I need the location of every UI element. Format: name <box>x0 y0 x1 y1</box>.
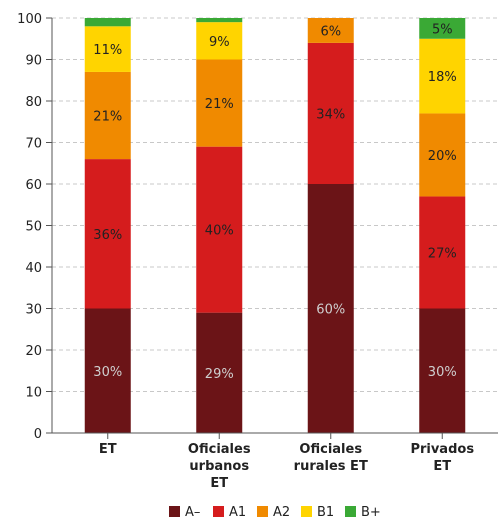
legend: A– A1 A2 B1 B+ <box>169 505 381 520</box>
bar-segment <box>196 59 243 147</box>
data-label: 18% <box>428 70 457 85</box>
data-label: 21% <box>205 97 234 112</box>
legend-label: A2 <box>273 505 290 520</box>
data-label: 30% <box>428 365 457 380</box>
x-tick-label: Oficiales <box>188 442 251 457</box>
bar-segment <box>84 71 131 160</box>
bar-segment <box>84 308 131 433</box>
y-tick-label: 50 <box>25 220 42 235</box>
data-label: 6% <box>320 24 341 39</box>
data-labels: 30% 36% 21% 11% 29% 40% 21% 9% 60% 34% 6% 30% 27% 20%… <box>93 22 456 381</box>
y-tick-label: 40 <box>25 261 42 276</box>
legend-swatch <box>345 506 356 517</box>
y-tick-label: 100 <box>17 12 42 27</box>
bar-segment <box>196 146 243 313</box>
data-label: 36% <box>93 228 122 243</box>
legend-swatch <box>257 506 268 517</box>
bar-segment <box>419 38 466 114</box>
axes: 0 10 20 30 40 50 60 70 80 90 100 ET Oficiales urbanos… <box>17 12 498 491</box>
bar-segment <box>419 308 466 433</box>
y-tick-label: 60 <box>25 178 42 193</box>
bar-segment <box>419 196 466 309</box>
legend-label: B+ <box>361 505 381 520</box>
y-tick-label: 90 <box>25 54 42 69</box>
y-tick-label: 10 <box>25 386 42 401</box>
data-label: 60% <box>316 303 345 318</box>
data-label: 40% <box>205 224 234 239</box>
data-label: 9% <box>209 35 230 50</box>
data-label: 11% <box>93 43 122 58</box>
data-label: 20% <box>428 149 457 164</box>
bar-segment <box>307 42 354 185</box>
bars <box>84 18 466 433</box>
legend-swatch <box>169 506 180 517</box>
y-tick-label: 70 <box>25 137 42 152</box>
bar-segment <box>84 26 131 72</box>
bar-segment <box>84 159 131 309</box>
data-label: 21% <box>93 110 122 125</box>
y-tick-label: 20 <box>25 344 42 359</box>
x-tick-label: ET <box>210 476 228 491</box>
bar-segment <box>307 18 354 43</box>
legend-swatch <box>213 506 224 517</box>
bar-segment <box>419 18 466 39</box>
bar-segment <box>196 312 243 433</box>
legend-label: B1 <box>317 505 334 520</box>
x-tick-label: Privados <box>410 442 474 457</box>
data-label: 29% <box>205 367 234 382</box>
x-tick-label: urbanos <box>189 459 249 474</box>
bar-segment <box>196 22 243 60</box>
bar-segment <box>196 18 243 23</box>
bar-segment <box>84 18 131 27</box>
y-tick-label: 80 <box>25 95 42 110</box>
x-tick-label: ET <box>99 442 117 457</box>
bar-segment <box>307 184 354 433</box>
legend-label: A1 <box>229 505 246 520</box>
y-tick-label: 30 <box>25 303 42 318</box>
y-tick-label: 0 <box>34 427 42 442</box>
x-tick-label: ET <box>433 459 451 474</box>
x-tick-label: rurales ET <box>294 459 368 474</box>
x-tick-label: Oficiales <box>299 442 362 457</box>
legend-swatch <box>301 506 312 517</box>
data-label: 30% <box>93 365 122 380</box>
legend-label: A– <box>185 505 200 520</box>
data-label: 34% <box>316 107 345 122</box>
bar-segment <box>419 113 466 197</box>
data-label: 27% <box>428 246 457 261</box>
data-label: 5% <box>432 22 453 37</box>
